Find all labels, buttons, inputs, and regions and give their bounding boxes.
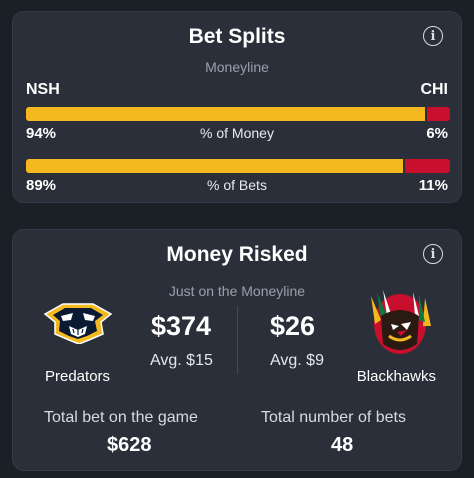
team-left-abbr: NSH [26, 81, 60, 98]
bets-left-pct: 89% [26, 177, 57, 194]
left-team-name: Predators [45, 368, 111, 385]
bets-split-bar [26, 159, 450, 173]
team-divider [237, 306, 238, 374]
bets-split-label: % of Bets [207, 177, 267, 193]
money-left-pct: 94% [26, 125, 57, 142]
money-split-row: 94% % of Money 6% [26, 125, 448, 145]
bets-split-row: 89% % of Bets 11% [26, 177, 448, 197]
money-split-bar-right-fill [424, 107, 450, 121]
money-split-label: % of Money [200, 125, 274, 141]
total-bet-label: Total bet on the game [44, 409, 198, 426]
right-team-name: Blackhawks [356, 368, 436, 385]
predators-logo-icon [43, 303, 113, 344]
bets-split-bar-right-fill [403, 159, 450, 173]
bet-splits-title: Bet Splits [188, 25, 286, 48]
info-icon[interactable]: i [423, 26, 443, 46]
total-count-value: 48 [331, 434, 354, 456]
team-right-abbr: CHI [420, 81, 448, 98]
bet-splits-card: Bet Splits i Moneyline NSH CHI 94% % of … [12, 11, 462, 203]
left-team-amount: $374 [151, 311, 212, 341]
total-bet-value: $628 [107, 434, 152, 456]
right-team-amount: $26 [270, 311, 316, 341]
bet-splits-subtitle: Moneyline [205, 59, 269, 75]
total-count-label: Total number of bets [261, 409, 406, 426]
money-risked-card: Money Risked i Just on the Moneyline Pre… [12, 229, 462, 471]
money-risked-subtitle: Just on the Moneyline [168, 283, 306, 299]
bets-split-bar-left-fill [26, 159, 404, 173]
money-right-pct: 6% [426, 125, 448, 142]
money-split-bar-left-fill [26, 107, 425, 121]
info-icon[interactable]: i [423, 244, 443, 264]
bets-right-pct: 11% [418, 177, 448, 194]
left-team-avg: Avg. $15 [150, 352, 213, 369]
money-risked-title: Money Risked [166, 243, 308, 266]
blackhawks-logo-icon [371, 290, 431, 354]
money-split-bar [26, 107, 450, 121]
right-team-avg: Avg. $9 [270, 352, 324, 369]
